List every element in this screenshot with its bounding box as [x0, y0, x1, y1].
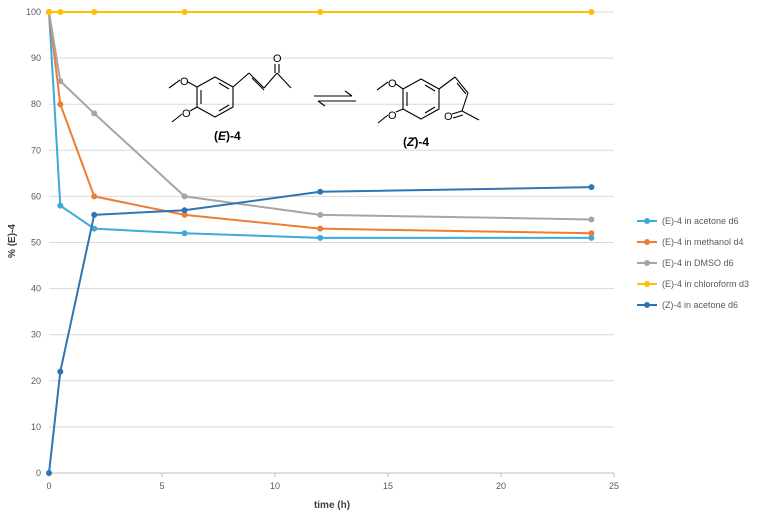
x-axis-title: time (h): [314, 500, 350, 511]
z-carbonyl-oxygen: O: [444, 111, 453, 123]
e-isomer-label: (E)-4: [214, 129, 241, 143]
series-lines: [46, 9, 595, 476]
series-3-point-6: [588, 216, 595, 223]
z-methoxy-oxygen-2: O: [388, 110, 397, 122]
series-4-point-6: [588, 9, 595, 15]
z-methoxy-oxygen-1: O: [388, 78, 397, 90]
series-5-line: [48, 186, 592, 474]
series-1-point-3: [91, 225, 98, 232]
legend-label-4: (E)-4 in chloroform d3: [662, 279, 749, 289]
series-4-point-2: [57, 9, 64, 15]
series-2-point-2: [57, 101, 64, 108]
legend-item-5: (Z)-4 in acetone d6: [637, 300, 738, 310]
series-4: [46, 9, 595, 15]
legend-label-1: (E)-4 in acetone d6: [662, 216, 739, 226]
series-5-point-5: [317, 188, 324, 195]
series-2: [46, 9, 595, 237]
series-1-point-6: [588, 234, 595, 241]
series-1: [46, 9, 595, 241]
y-tick-label-60: 60: [31, 191, 41, 201]
e-isomer-structure: [168, 64, 292, 123]
legend-swatch-marker-1: [644, 218, 650, 224]
legend-swatch-marker-3: [644, 260, 650, 266]
y-tick-label-80: 80: [31, 99, 41, 109]
x-tick-label-20: 20: [496, 481, 506, 491]
x-tick-label-0: 0: [46, 481, 51, 491]
isomerization-scheme: [168, 64, 480, 124]
series-3-point-4: [181, 193, 188, 200]
series-3-line: [48, 11, 592, 221]
x-tick-label-5: 5: [159, 481, 164, 491]
y-tick-label-0: 0: [36, 468, 41, 478]
legend: (E)-4 in acetone d6 (E)-4 in methanol d4 (…: [637, 216, 749, 310]
legend-swatch-marker-5: [644, 302, 650, 308]
series-4-point-5: [317, 9, 324, 15]
e-methoxy-oxygen-1: O: [180, 76, 189, 88]
series-5-point-3: [91, 211, 98, 218]
e-methoxy-oxygen-2: O: [182, 108, 191, 120]
x-tick-label-10: 10: [270, 481, 280, 491]
legend-item-3: (E)-4 in DMSO d6: [637, 258, 734, 268]
z-isomer-label: (Z)-4: [403, 135, 429, 149]
series-5-point-6: [588, 184, 595, 191]
y-tick-label-10: 10: [31, 422, 41, 432]
horizontal-gridlines: [49, 11, 614, 428]
y-tick-label-20: 20: [31, 376, 41, 386]
equilibrium-arrows: [314, 90, 356, 107]
series-5-point-4: [181, 207, 188, 214]
series-3-point-3: [91, 110, 98, 117]
series-2-point-6: [588, 230, 595, 237]
series-4-point-1: [46, 9, 52, 15]
series-1-point-5: [317, 234, 324, 241]
series-2-point-3: [91, 193, 98, 200]
y-tick-label-30: 30: [31, 330, 41, 340]
x-tick-label-25: 25: [609, 481, 619, 491]
series-5-point-1: [46, 470, 52, 476]
series-3-point-5: [317, 211, 324, 218]
series-1-point-2: [57, 202, 64, 209]
legend-label-2: (E)-4 in methanol d4: [662, 237, 744, 247]
y-axis-title: % (E)-4: [7, 224, 18, 258]
series-3-point-2: [57, 78, 64, 85]
series-4-point-4: [181, 9, 188, 15]
series-4-point-3: [91, 9, 98, 15]
series-5: [46, 184, 595, 476]
x-tick-label-15: 15: [383, 481, 393, 491]
legend-label-5: (Z)-4 in acetone d6: [662, 300, 738, 310]
series-2-point-4: [181, 211, 188, 218]
legend-item-2: (E)-4 in methanol d4: [637, 237, 744, 247]
series-5-point-2: [57, 368, 64, 375]
tick-labels: 0 10 20 30 40 50 60 70 80 90 100 0 5 10 15 20 25: [26, 7, 619, 491]
y-tick-label-70: 70: [31, 145, 41, 155]
legend-label-3: (E)-4 in DMSO d6: [662, 258, 734, 268]
series-2-point-5: [317, 225, 324, 232]
y-tick-label-40: 40: [31, 284, 41, 294]
y-tick-label-90: 90: [31, 53, 41, 63]
legend-item-1: (E)-4 in acetone d6: [637, 216, 739, 226]
series-1-point-4: [181, 230, 188, 237]
y-tick-label-50: 50: [31, 238, 41, 248]
legend-item-4: (E)-4 in chloroform d3: [637, 279, 749, 289]
axes: [48, 472, 615, 477]
y-tick-label-100: 100: [26, 7, 41, 17]
series-1-line: [48, 11, 592, 239]
z-isomer-structure: [376, 76, 480, 124]
e-carbonyl-oxygen: O: [273, 53, 282, 65]
legend-swatch-marker-4: [644, 281, 650, 287]
series-2-line: [48, 11, 592, 235]
legend-swatch-marker-2: [644, 239, 650, 245]
